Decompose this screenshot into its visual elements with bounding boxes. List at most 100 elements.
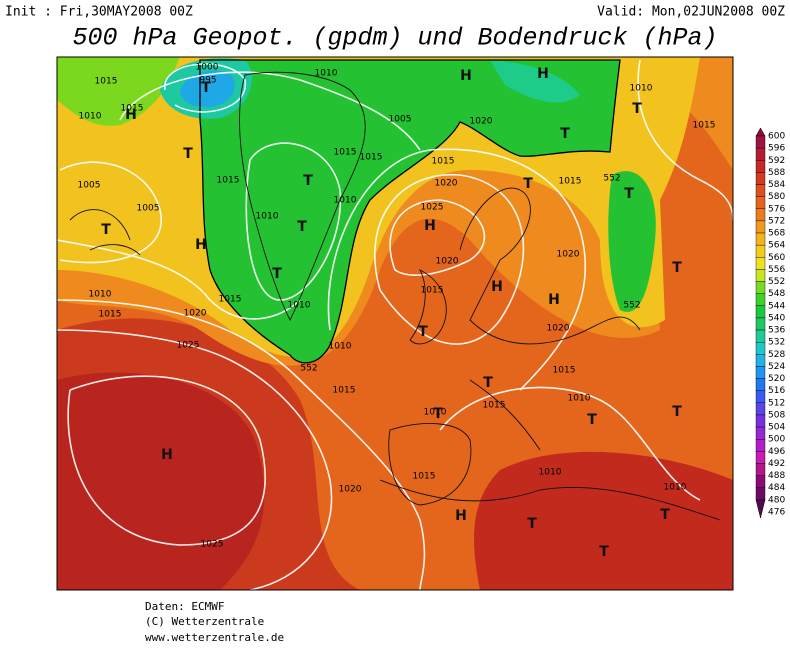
isobar-label: 1010 bbox=[315, 69, 338, 79]
isobar-label: 1010 bbox=[630, 84, 653, 94]
colorbar-label: 524 bbox=[768, 362, 785, 372]
coastline bbox=[239, 71, 366, 322]
colorbar-swatch bbox=[755, 439, 766, 452]
isobar-label: 1010 bbox=[79, 112, 102, 122]
colorbar-label: 544 bbox=[768, 301, 785, 311]
isobar-label: 1010 bbox=[256, 212, 279, 222]
isobar bbox=[245, 142, 342, 301]
colorbar-label: 484 bbox=[768, 483, 785, 493]
isobar bbox=[637, 59, 733, 221]
isobar-label: 995 bbox=[199, 76, 216, 86]
colorbar-label: 556 bbox=[768, 265, 785, 275]
system-marker: H bbox=[195, 237, 207, 253]
colorbar-swatch bbox=[755, 160, 766, 173]
isobar-label: 1020 bbox=[557, 250, 580, 260]
colorbar-swatch bbox=[755, 354, 766, 367]
system-marker: T bbox=[101, 222, 111, 238]
isobar-label: 1020 bbox=[339, 485, 362, 495]
isobar-label: 1015 bbox=[99, 310, 122, 320]
colorbar-label: 564 bbox=[768, 241, 785, 251]
colorbar-label: 588 bbox=[768, 168, 785, 178]
colorbar-label: 504 bbox=[768, 423, 785, 433]
isobar bbox=[59, 161, 163, 264]
isobar-label: 1015 bbox=[217, 176, 240, 186]
isobar bbox=[164, 63, 246, 113]
colorbar-swatch bbox=[755, 475, 766, 488]
isobar-label: 1010 bbox=[664, 483, 687, 493]
init-time: Init : Fri,30MAY2008 00Z bbox=[5, 5, 193, 20]
isobar-label: 1005 bbox=[389, 115, 412, 125]
colorbar-label: 572 bbox=[768, 216, 785, 226]
colorbar-label: 508 bbox=[768, 410, 785, 420]
system-marker: T bbox=[560, 126, 570, 142]
colorbar-swatch bbox=[755, 305, 766, 319]
system-marker: H bbox=[125, 107, 137, 123]
isobar-label: 1010 bbox=[539, 468, 562, 478]
system-marker: T bbox=[483, 375, 493, 391]
colorbar-label: 576 bbox=[768, 204, 785, 214]
colorbar-label: 476 bbox=[768, 508, 785, 518]
isobar-label: 1020 bbox=[435, 179, 458, 189]
system-marker: T bbox=[433, 406, 443, 422]
system-marker: H bbox=[161, 447, 173, 463]
colorbar-swatch bbox=[755, 317, 766, 331]
map-frame bbox=[56, 56, 734, 591]
isobar-label: 1015 bbox=[121, 104, 144, 114]
system-marker: T bbox=[272, 266, 282, 282]
isobar-label: 1010 bbox=[568, 394, 591, 404]
field-hot-south bbox=[474, 451, 733, 590]
isobar-label: 1010 bbox=[329, 342, 352, 352]
pressure-systems: H T H T T T H T H T T T H H H T T T T H … bbox=[101, 66, 682, 560]
isobar bbox=[439, 386, 701, 501]
field-hot bbox=[57, 372, 265, 590]
isobar-label: 1000 bbox=[196, 63, 219, 73]
system-marker: T bbox=[201, 80, 211, 96]
credit-line: (C) Wetterzentrale bbox=[145, 615, 264, 628]
colorbar-swatch bbox=[755, 257, 766, 270]
colorbar-label: 528 bbox=[768, 350, 785, 360]
colorbar-swatch bbox=[755, 196, 766, 209]
colorbar-label: 560 bbox=[768, 253, 785, 263]
colorbar-swatch bbox=[755, 244, 766, 258]
colorbar-label: 568 bbox=[768, 229, 785, 239]
isobar-label: 1015 bbox=[559, 177, 582, 187]
contour-552 bbox=[199, 59, 621, 364]
system-marker: T bbox=[527, 516, 537, 532]
system-marker: T bbox=[599, 544, 609, 560]
system-marker: T bbox=[672, 404, 682, 420]
colorbar-swatch bbox=[755, 426, 766, 440]
isobar-label: 1010 bbox=[424, 408, 447, 418]
colorbar-end bbox=[755, 127, 766, 137]
system-marker: T bbox=[523, 176, 533, 192]
colorbar-swatch bbox=[755, 463, 766, 476]
isobar-label: 1020 bbox=[184, 309, 207, 319]
map-area bbox=[57, 57, 733, 590]
field-green-east bbox=[608, 171, 656, 312]
credit-line: Daten: ECMWF bbox=[145, 600, 224, 613]
map-title: 500 hPa Geopot. (gpdm) und Bodendruck (h… bbox=[72, 24, 717, 53]
isobar-label: 1015 bbox=[432, 157, 455, 167]
colorbar-swatch bbox=[755, 281, 766, 294]
colorbar-swatch bbox=[755, 172, 766, 185]
colorbar-swatch bbox=[755, 402, 766, 416]
isobar-label: 1010 bbox=[89, 290, 112, 300]
valid-time: Valid: Mon,02JUN2008 00Z bbox=[597, 5, 785, 20]
colorbar-swatch bbox=[755, 208, 766, 222]
isobar-label: 1015 bbox=[334, 148, 357, 158]
isobar-label: 1015 bbox=[693, 121, 716, 131]
credit-line: www.wetterzentrale.de bbox=[145, 631, 284, 644]
colorbar-label: 600 bbox=[768, 132, 785, 142]
colorbar-label: 516 bbox=[768, 386, 785, 396]
colorbar-label: 488 bbox=[768, 471, 785, 481]
coastline bbox=[69, 209, 141, 256]
colorbar-label: 592 bbox=[768, 156, 785, 166]
colorbar-label: 536 bbox=[768, 326, 785, 336]
colorbar-swatch bbox=[755, 366, 766, 379]
colorbar-swatch bbox=[755, 329, 766, 343]
system-marker: T bbox=[624, 186, 634, 202]
colorbar-label: 580 bbox=[768, 192, 785, 202]
isobar-label: 1015 bbox=[360, 153, 383, 163]
coastline bbox=[409, 268, 447, 345]
colorbar-swatch bbox=[755, 378, 766, 391]
